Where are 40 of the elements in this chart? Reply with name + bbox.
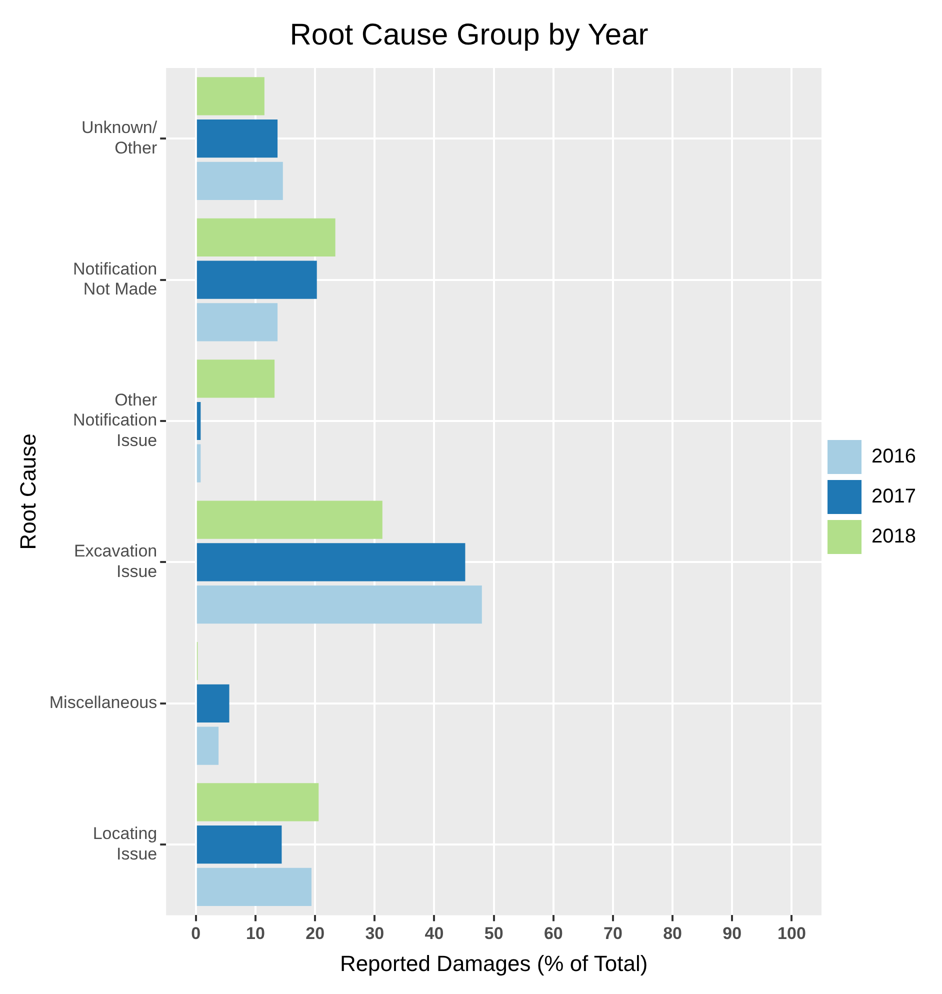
bar — [196, 586, 482, 624]
y-tick-label: Other Notification Issue — [73, 390, 158, 450]
legend-label: 2017 — [872, 486, 916, 508]
bar — [196, 444, 201, 482]
x-axis-title: Reported Damages (% of Total) — [340, 950, 648, 976]
bar — [196, 543, 466, 582]
bar — [196, 783, 319, 822]
bar — [196, 500, 382, 539]
x-tick-label: 0 — [191, 924, 201, 944]
bar — [196, 120, 278, 158]
bar — [196, 726, 219, 765]
bar — [196, 402, 201, 440]
y-axis-title: Root Cause — [15, 434, 40, 550]
x-tick-label: 90 — [722, 924, 742, 944]
legend-label: 2016 — [872, 446, 916, 468]
bar — [196, 218, 336, 256]
bar — [196, 260, 317, 299]
x-tick-label: 100 — [778, 924, 806, 944]
bar — [196, 868, 312, 906]
y-tick-label: Miscellaneous — [49, 693, 158, 712]
y-tick-label: Excavation Issue — [74, 542, 158, 582]
bar — [196, 77, 264, 116]
chart-title: Root Cause Group by Year — [290, 18, 648, 52]
x-tick-label: 50 — [484, 924, 504, 944]
bar — [196, 826, 282, 864]
bar — [196, 360, 275, 398]
x-tick-label: 80 — [663, 924, 682, 944]
y-tick-label: Locating Issue — [92, 824, 158, 864]
x-tick-label: 40 — [424, 924, 444, 944]
x-tick-label: 60 — [544, 924, 563, 944]
x-tick-label: 20 — [306, 924, 325, 944]
x-tick-label: 70 — [604, 924, 622, 944]
bar — [196, 303, 278, 342]
legend-label: 2018 — [872, 526, 916, 548]
bar — [196, 162, 283, 200]
bar — [196, 684, 230, 722]
y-tick-label: Unknown/ Other — [82, 118, 158, 158]
x-tick-label: 30 — [365, 924, 384, 944]
y-tick-label: Notification Not Made — [73, 259, 158, 299]
x-tick-label: 10 — [246, 924, 265, 944]
